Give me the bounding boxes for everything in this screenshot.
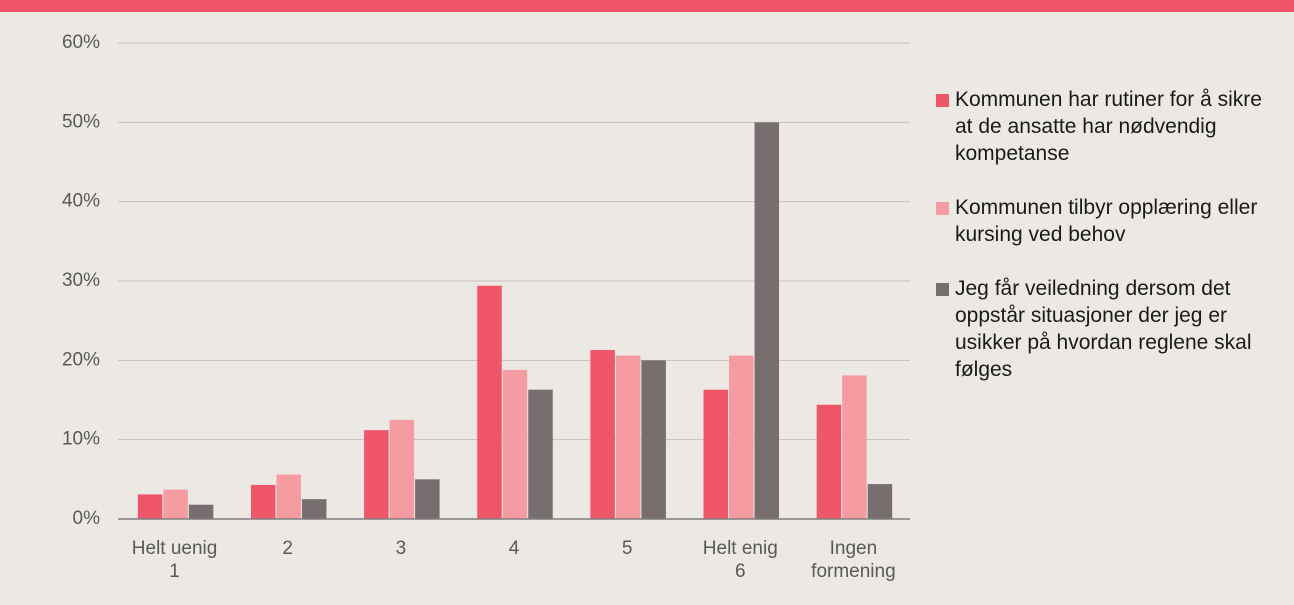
bar	[615, 355, 641, 519]
legend-swatch	[936, 94, 949, 107]
bar	[641, 360, 666, 519]
x-tick-label: Helt uenig 1	[132, 538, 218, 582]
bar	[502, 369, 528, 519]
y-tick-label: 40%	[62, 191, 100, 212]
x-tick-line: 5	[622, 538, 633, 559]
y-tick-label: 50%	[62, 111, 100, 132]
bar	[415, 479, 440, 519]
y-tick-label: 20%	[62, 349, 100, 370]
bar	[528, 389, 553, 519]
bar	[729, 355, 754, 519]
bar	[364, 430, 389, 519]
legend: Kommunen har rutiner for å sikre at de a…	[936, 86, 1276, 410]
bar	[842, 375, 867, 519]
x-tick-line: Helt enig	[703, 538, 778, 559]
bar	[137, 494, 163, 519]
legend-swatch	[936, 202, 949, 215]
y-tick-label: 30%	[62, 270, 100, 291]
x-tick-line: 2	[282, 538, 293, 559]
x-tick-label: 5	[622, 538, 633, 559]
bar	[867, 484, 893, 519]
x-tick-line: 6	[735, 561, 746, 582]
x-tick-line: 1	[169, 561, 180, 582]
x-tick-label: Helt enig 6	[703, 538, 778, 582]
x-tick-label: 2	[282, 538, 293, 559]
bar	[590, 350, 615, 519]
x-tick-label: 4	[509, 538, 520, 559]
y-tick-label: 10%	[62, 429, 100, 450]
bar	[816, 404, 842, 519]
bar	[389, 419, 415, 519]
bar	[703, 389, 729, 519]
legend-label: Kommunen har rutiner for å sikre at de a…	[955, 88, 1262, 165]
bar	[163, 489, 188, 519]
bar	[754, 122, 780, 519]
legend-label: Kommunen tilbyr opplæring eller kursing …	[955, 196, 1258, 246]
x-tick-line: 4	[509, 538, 520, 559]
legend-label: Jeg får veiledning dersom det oppstår si…	[955, 277, 1252, 381]
x-tick-label: 3	[396, 538, 407, 559]
x-tick-line: 3	[396, 538, 407, 559]
legend-swatch	[936, 283, 949, 296]
bar	[477, 285, 502, 519]
legend-item: Kommunen tilbyr opplæring eller kursing …	[936, 194, 1276, 248]
x-tick-line: Ingen	[830, 538, 878, 559]
top-bar	[0, 0, 1294, 12]
x-tick-label: Ingen formening	[811, 538, 896, 582]
bar	[276, 474, 301, 519]
y-tick-label: 60%	[62, 32, 100, 53]
x-tick-line: formening	[811, 561, 896, 582]
bar	[250, 484, 276, 519]
legend-item: Kommunen har rutiner for å sikre at de a…	[936, 86, 1276, 167]
bar	[301, 499, 327, 519]
bar	[188, 504, 214, 519]
y-tick-label: 0%	[73, 508, 101, 529]
x-tick-line: Helt uenig	[132, 538, 218, 559]
legend-item: Jeg får veiledning dersom det oppstår si…	[936, 275, 1276, 383]
